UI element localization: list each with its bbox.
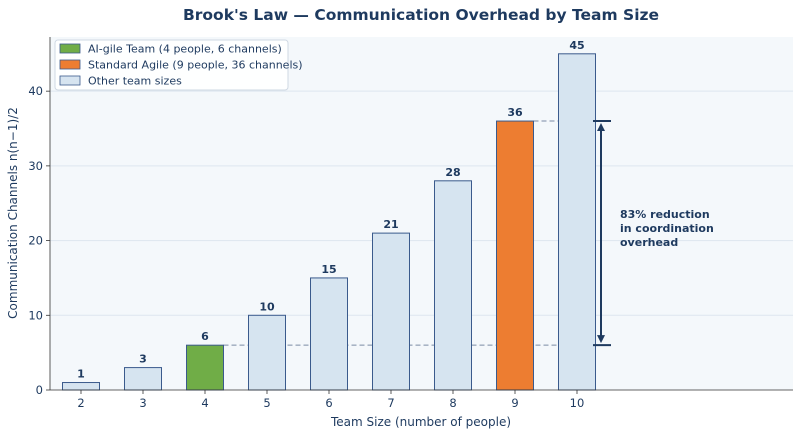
annotation-text-line: 83% reduction <box>620 208 710 221</box>
reference-lines <box>223 120 559 346</box>
bar-value-label: 3 <box>139 353 147 366</box>
arrow-down-icon <box>597 335 605 344</box>
x-tick-label: 6 <box>325 396 332 410</box>
y-tick-label: 20 <box>28 234 43 248</box>
x-tick-label: 8 <box>449 396 456 410</box>
y-tick-label: 30 <box>28 159 43 173</box>
y-tick-label: 10 <box>28 308 43 322</box>
bar-team-size-8 <box>434 180 472 391</box>
x-tick-label: 2 <box>77 396 84 410</box>
bar-team-size-4 <box>186 344 224 391</box>
annotation-text-line: overhead <box>620 236 678 249</box>
bar-team-size-5 <box>248 314 286 391</box>
bar-value-label: 15 <box>321 263 336 276</box>
annotation-text-line: in coordination <box>620 222 714 235</box>
bar-value-label: 36 <box>507 106 523 119</box>
bar-value-label: 10 <box>259 300 275 313</box>
bar-team-size-10 <box>558 53 596 391</box>
legend-label: AI-gile Team (4 people, 6 channels) <box>88 43 282 56</box>
grid-lines <box>50 90 793 316</box>
arrow-up-icon <box>597 123 605 132</box>
y-axis-title: Communication Channels n(n−1)/2 <box>6 107 20 319</box>
x-tick-label: 7 <box>387 396 394 410</box>
bar-team-size-7 <box>372 232 410 391</box>
bar-value-label: 28 <box>445 166 460 179</box>
bar-team-size-9 <box>496 120 534 391</box>
plot-area <box>50 37 793 390</box>
bar-team-size-3 <box>124 367 162 391</box>
bar-team-size-6 <box>310 277 348 391</box>
bar-value-label: 6 <box>201 330 209 343</box>
bar-team-size-2 <box>62 382 100 391</box>
x-tick-label: 3 <box>139 396 146 410</box>
bars <box>62 53 596 391</box>
x-tick-label: 10 <box>570 396 585 410</box>
legend-swatch <box>59 59 81 70</box>
legend-label: Other team sizes <box>88 75 182 88</box>
legend: AI-gile Team (4 people, 6 channels) Stand… <box>54 39 303 91</box>
legend-swatch <box>59 43 81 54</box>
legend-label: Standard Agile (9 people, 36 channels) <box>88 59 303 72</box>
x-axis-title: Team Size (number of people) <box>330 415 511 429</box>
legend-box <box>54 39 289 91</box>
bar-value-label: 21 <box>383 218 398 231</box>
legend-swatch <box>59 75 81 86</box>
y-tick-label: 40 <box>28 84 43 98</box>
x-tick-label: 4 <box>201 396 208 410</box>
x-tick-label: 9 <box>511 396 518 410</box>
chart-title: Brook's Law — Communication Overhead by … <box>183 6 659 24</box>
x-tick-label: 5 <box>263 396 270 410</box>
y-tick-label: 0 <box>36 383 43 397</box>
bar-value-label: 1 <box>77 368 85 381</box>
bar-value-label: 45 <box>569 39 584 52</box>
